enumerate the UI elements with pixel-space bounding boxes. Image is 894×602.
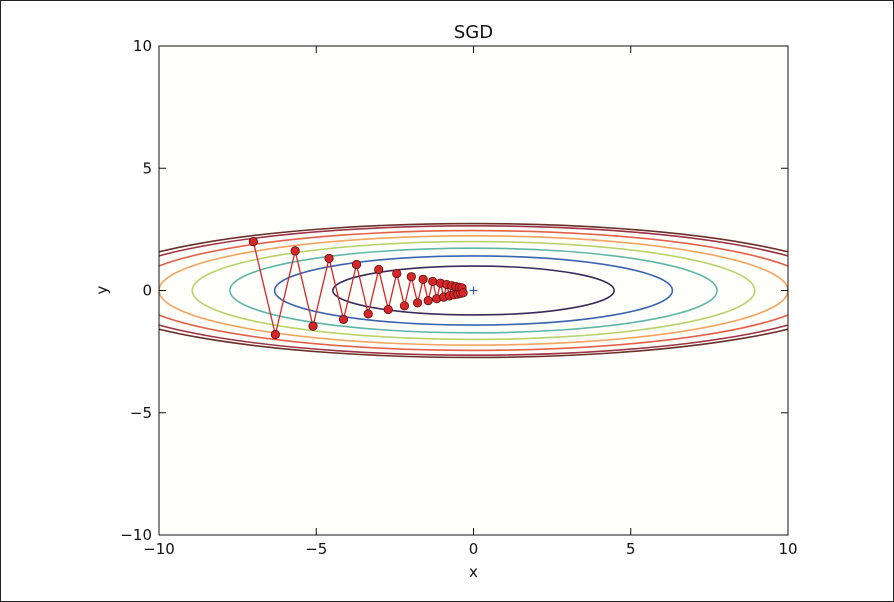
contour-line-4	[191, 240, 756, 341]
contour-line-2	[273, 255, 674, 326]
x-tick-label: 5	[626, 540, 636, 558]
path-point	[428, 276, 438, 287]
x-tick-label: 10	[778, 540, 797, 558]
path-point	[338, 314, 349, 324]
path-point	[458, 288, 468, 298]
x-tick-label: −5	[305, 540, 327, 558]
path-point	[248, 237, 258, 247]
y-tick-label: 0	[142, 282, 152, 300]
minimum-marker	[469, 286, 478, 295]
y-tick-label: −10	[120, 526, 152, 544]
contour-line-1	[332, 265, 615, 316]
path-point	[392, 268, 402, 279]
y-tick-label: 10	[133, 37, 152, 55]
path-point	[412, 298, 423, 308]
minimum-plus-marker	[469, 286, 478, 295]
optimizer-path	[248, 237, 468, 340]
path-point	[308, 321, 318, 331]
path-point	[324, 253, 334, 264]
path-point	[290, 246, 300, 256]
path-point	[399, 301, 410, 311]
y-tick-label: 5	[142, 159, 152, 177]
contour-line-7	[159, 225, 788, 356]
contour-line-8	[159, 222, 788, 359]
chart-title: SGD	[454, 22, 493, 43]
contour-line-3	[229, 247, 718, 334]
path-point	[270, 329, 280, 340]
x-tick-label: −10	[143, 540, 175, 558]
y-tick-label: −5	[130, 404, 152, 422]
y-axis-label: y	[93, 285, 111, 294]
path-point	[423, 295, 433, 306]
x-tick-label: 0	[469, 540, 479, 558]
path-point	[374, 264, 384, 275]
contour-line-6	[159, 229, 788, 352]
path-point	[363, 309, 373, 319]
path-point	[351, 259, 362, 270]
ticks: −10 −5 0 5 10 −10 −5 0 5 10	[120, 37, 797, 558]
path-point	[383, 304, 393, 315]
contour-line-5	[159, 235, 788, 346]
path-point	[406, 272, 416, 282]
x-axis-label: x	[469, 563, 478, 581]
contour-layer	[159, 222, 788, 359]
path-point	[418, 274, 428, 284]
